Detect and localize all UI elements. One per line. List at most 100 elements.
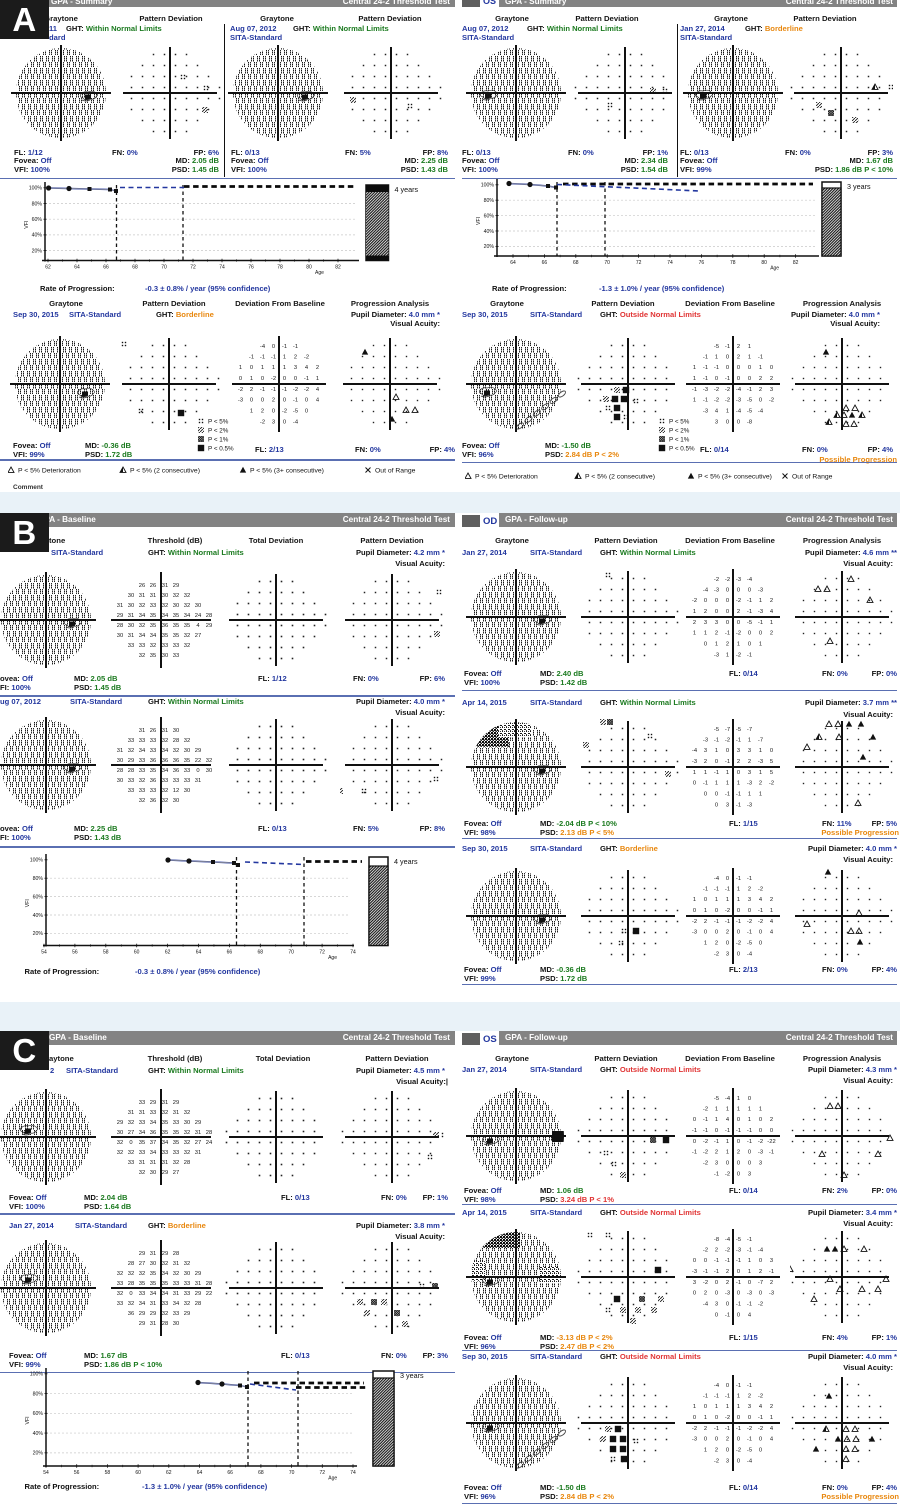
svg-text:31: 31 — [195, 1149, 201, 1155]
svg-text:1: 1 — [239, 365, 242, 371]
svg-text:0: 0 — [305, 397, 308, 403]
svg-text:0: 0 — [726, 876, 729, 882]
svg-text:64: 64 — [197, 1470, 203, 1476]
svg-text:29: 29 — [139, 1321, 145, 1327]
svg-text:-1: -1 — [260, 354, 265, 360]
svg-text:40%: 40% — [32, 233, 43, 239]
svg-text:-1: -1 — [725, 376, 730, 382]
svg-text:-4: -4 — [714, 1383, 720, 1389]
svg-text:32: 32 — [128, 1119, 134, 1125]
svg-text:70: 70 — [289, 1470, 295, 1476]
svg-text:29: 29 — [128, 758, 134, 764]
svg-text:1: 1 — [748, 1117, 751, 1123]
svg-text:-4: -4 — [260, 344, 266, 350]
svg-text:64: 64 — [510, 260, 516, 266]
svg-text:-5: -5 — [714, 1096, 719, 1102]
svg-text:3: 3 — [715, 620, 718, 626]
svg-text:80%: 80% — [33, 876, 44, 882]
svg-text:1: 1 — [748, 1269, 751, 1275]
svg-text:22: 22 — [206, 1291, 212, 1297]
svg-text:32: 32 — [139, 1271, 145, 1277]
svg-text:1: 1 — [704, 1415, 707, 1421]
svg-text:66: 66 — [227, 1470, 233, 1476]
svg-text:32: 32 — [139, 623, 145, 629]
svg-text:62: 62 — [166, 1470, 172, 1476]
svg-text:35: 35 — [173, 633, 179, 639]
svg-text:33: 33 — [128, 788, 134, 794]
svg-text:31: 31 — [173, 1261, 179, 1267]
svg-text:35: 35 — [139, 1139, 145, 1145]
svg-text:30: 30 — [184, 1119, 190, 1125]
svg-text:5: 5 — [770, 769, 773, 775]
svg-text:72: 72 — [320, 1470, 326, 1476]
svg-text:-1: -1 — [725, 1312, 730, 1318]
svg-text:-4: -4 — [736, 387, 742, 393]
svg-text:-4: -4 — [747, 951, 753, 957]
svg-text:32: 32 — [128, 1271, 134, 1277]
svg-text:0: 0 — [726, 747, 729, 753]
svg-text:29: 29 — [150, 1099, 156, 1105]
svg-text:32: 32 — [162, 738, 168, 744]
svg-text:30: 30 — [162, 593, 168, 599]
svg-text:3: 3 — [726, 951, 729, 957]
svg-text:31: 31 — [162, 1099, 168, 1105]
svg-text:-1: -1 — [725, 1393, 730, 1399]
svg-text:0: 0 — [737, 1312, 740, 1318]
svg-text:36: 36 — [150, 1129, 156, 1135]
svg-text:-3: -3 — [747, 802, 752, 808]
svg-text:0: 0 — [737, 769, 740, 775]
svg-text:-1: -1 — [714, 1258, 719, 1264]
svg-text:32: 32 — [139, 653, 145, 659]
svg-text:2: 2 — [294, 354, 297, 360]
svg-text:36: 36 — [150, 778, 156, 784]
svg-text:2: 2 — [770, 1117, 773, 1123]
svg-text:33: 33 — [184, 1291, 190, 1297]
svg-text:4: 4 — [305, 365, 309, 371]
svg-text:1: 1 — [726, 897, 729, 903]
svg-text:2: 2 — [726, 1280, 729, 1286]
svg-text:-1: -1 — [714, 1393, 719, 1399]
svg-text:60%: 60% — [484, 213, 495, 219]
svg-text:1: 1 — [759, 747, 762, 753]
svg-text:-1: -1 — [747, 609, 752, 615]
svg-text:-1: -1 — [692, 1128, 697, 1134]
svg-text:-7: -7 — [747, 726, 752, 732]
svg-text:33: 33 — [150, 603, 156, 609]
svg-text:28: 28 — [206, 1281, 212, 1287]
svg-text:32: 32 — [139, 778, 145, 784]
svg-text:0: 0 — [704, 598, 707, 604]
svg-text:72: 72 — [319, 949, 325, 955]
svg-text:-7: -7 — [725, 726, 730, 732]
svg-text:34: 34 — [139, 613, 146, 619]
svg-text:1: 1 — [715, 1106, 718, 1112]
svg-text:74: 74 — [667, 260, 673, 266]
svg-text:4: 4 — [759, 897, 763, 903]
svg-text:100%: 100% — [30, 857, 44, 863]
svg-text:74: 74 — [350, 949, 356, 955]
svg-text:-1: -1 — [736, 919, 741, 925]
svg-text:31: 31 — [195, 1129, 201, 1135]
svg-text:P < 5%: P < 5% — [208, 419, 229, 426]
svg-text:0: 0 — [726, 365, 729, 371]
svg-text:4 years: 4 years — [395, 185, 419, 194]
svg-text:35: 35 — [173, 1129, 179, 1135]
svg-text:2: 2 — [770, 1280, 773, 1286]
svg-text:32: 32 — [162, 788, 168, 794]
svg-text:2: 2 — [726, 1436, 729, 1442]
svg-text:40%: 40% — [33, 912, 44, 918]
svg-text:3: 3 — [748, 747, 751, 753]
svg-text:-5: -5 — [736, 1237, 741, 1243]
svg-text:2: 2 — [759, 387, 762, 393]
svg-text:66: 66 — [103, 265, 109, 271]
svg-text:0: 0 — [737, 376, 740, 382]
svg-text:31: 31 — [150, 1321, 156, 1327]
svg-text:-3: -3 — [725, 1290, 730, 1296]
svg-text:33: 33 — [173, 1311, 179, 1317]
svg-text:5: 5 — [770, 758, 773, 764]
svg-text:34: 34 — [162, 748, 169, 754]
svg-text:31: 31 — [162, 583, 168, 589]
svg-text:0: 0 — [239, 376, 242, 382]
svg-text:1: 1 — [704, 769, 707, 775]
svg-text:3: 3 — [748, 769, 751, 775]
svg-text:33: 33 — [184, 1281, 190, 1287]
